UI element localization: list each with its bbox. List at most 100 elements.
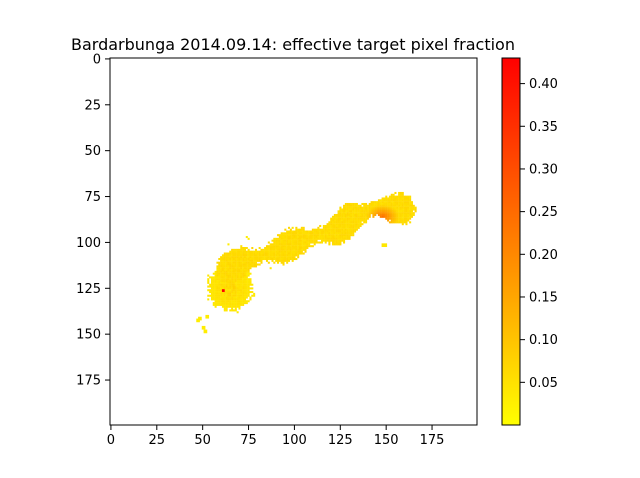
x-tick-label: 0	[107, 433, 115, 448]
heatmap-cell	[275, 243, 278, 246]
heatmap-cell	[223, 267, 226, 270]
heatmap-cell	[392, 195, 395, 198]
heatmap-cell	[218, 291, 221, 294]
heatmap-cell	[407, 202, 410, 206]
heatmap-cell	[269, 248, 272, 251]
heatmap-cell	[392, 201, 395, 204]
heatmap-cell	[234, 300, 237, 303]
heatmap-cell	[218, 274, 221, 277]
heatmap-cell	[330, 234, 333, 237]
heatmap-cell	[328, 230, 331, 233]
heatmap-cell	[247, 265, 250, 268]
heatmap-cell	[264, 254, 267, 257]
heatmap-cell	[260, 252, 263, 255]
heatmap-cell	[236, 267, 239, 270]
heatmap-cell	[245, 261, 248, 264]
heatmap-cell	[223, 289, 226, 292]
heatmap-cell	[234, 281, 237, 284]
heatmap-cell	[286, 261, 289, 264]
heatmap-cell	[293, 250, 296, 253]
heatmap-cell	[348, 204, 351, 207]
heatmap-cell	[236, 294, 239, 297]
heatmap-cell	[409, 210, 412, 213]
heatmap-cell	[223, 294, 226, 297]
heatmap-cell	[299, 250, 302, 253]
heatmap-cell	[227, 270, 230, 273]
heatmap-cell	[295, 250, 298, 253]
heatmap-cell	[221, 270, 224, 273]
heatmap-cell	[412, 208, 415, 211]
heatmap-cell	[291, 234, 294, 237]
heatmap-cell	[343, 206, 346, 209]
heatmap-cell	[196, 318, 200, 323]
heatmap-cell	[350, 206, 353, 209]
heatmap-cell	[396, 197, 399, 200]
heatmap-cell	[403, 212, 406, 215]
heatmap-cell	[276, 234, 280, 237]
heatmap-cell	[396, 212, 399, 215]
heatmap-cell	[354, 204, 357, 207]
heatmap-cell	[210, 276, 213, 279]
heatmap-cell	[366, 217, 369, 220]
heatmap-cell	[350, 217, 353, 220]
heatmap-cell	[231, 307, 234, 310]
heatmap-cell	[242, 302, 245, 305]
heatmap-cell	[344, 232, 347, 235]
heatmap-cell	[245, 289, 248, 292]
heatmap-cell	[399, 195, 402, 198]
heatmap-cell	[254, 258, 258, 261]
heatmap-cell	[398, 219, 401, 222]
heatmap-cell	[346, 236, 349, 239]
heatmap-cell	[227, 254, 230, 257]
heatmap-cell	[242, 280, 245, 283]
heatmap-cell	[398, 195, 401, 198]
plot-frame	[109, 57, 478, 426]
heatmap-cell	[229, 269, 232, 272]
heatmap-cell	[216, 267, 219, 270]
heatmap-cell	[310, 245, 313, 248]
heatmap-cell	[357, 217, 360, 220]
heatmap-cell	[401, 201, 404, 204]
heatmap-cell	[383, 197, 386, 200]
heatmap-cell	[394, 215, 397, 218]
heatmap-cell	[352, 221, 355, 224]
heatmap-cell	[313, 232, 316, 235]
heatmap-cell	[306, 241, 309, 244]
heatmap-cell	[390, 197, 393, 200]
heatmap-cell	[242, 259, 245, 262]
heatmap-cell	[214, 302, 217, 305]
heatmap-cell	[231, 309, 234, 312]
heatmap-cell	[223, 302, 226, 305]
heatmap-cell	[245, 256, 248, 259]
heatmap-cell	[304, 234, 307, 237]
heatmap-cell	[333, 239, 336, 242]
heatmap-cell	[225, 269, 228, 272]
chart-title: Bardarbunga 2014.09.14: effective target…	[71, 35, 515, 54]
heatmap-cell	[278, 259, 281, 262]
heatmap-cell	[354, 223, 357, 226]
heatmap-cell	[365, 206, 368, 209]
heatmap-cell	[227, 294, 230, 297]
heatmap-cell	[276, 247, 280, 250]
heatmap-cell	[377, 202, 380, 206]
heatmap-cell	[240, 270, 243, 273]
heatmap-cell	[350, 223, 353, 226]
heatmap-cell	[306, 247, 309, 250]
heatmap-cell	[299, 236, 302, 239]
heatmap-cell	[374, 213, 377, 217]
heatmap-cell	[236, 250, 239, 253]
heatmap-cell	[350, 226, 353, 229]
heatmap-cell	[229, 280, 232, 283]
heatmap-cell	[280, 258, 283, 261]
heatmap-cell	[319, 232, 322, 235]
heatmap-cell	[317, 226, 320, 229]
heatmap-cell	[383, 206, 386, 209]
heatmap-cell	[260, 256, 263, 259]
heatmap-cell	[385, 212, 388, 215]
heatmap-cell	[232, 302, 235, 305]
heatmap-cell	[240, 274, 243, 277]
heatmap-cell	[401, 215, 404, 218]
heatmap-cell	[243, 250, 246, 253]
heatmap-cell	[297, 250, 300, 253]
heatmap-cell	[216, 296, 219, 299]
